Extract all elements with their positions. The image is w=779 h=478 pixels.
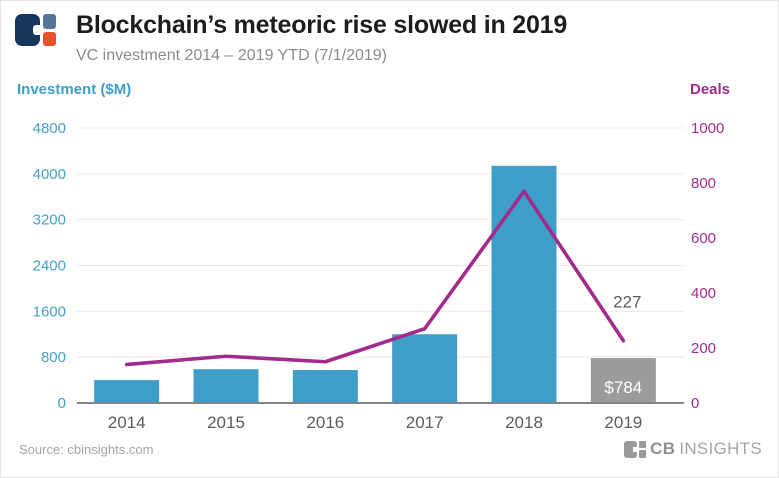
bar-2014 bbox=[94, 380, 160, 403]
brand-insights-text: INSIGHTS bbox=[679, 439, 762, 458]
x-label-2016: 2016 bbox=[306, 413, 344, 432]
right-tick-0: 0 bbox=[691, 395, 699, 412]
x-label-2015: 2015 bbox=[207, 413, 245, 432]
left-tick-3200: 3200 bbox=[33, 212, 66, 229]
cbinsights-logo-icon bbox=[15, 14, 57, 46]
x-label-2018: 2018 bbox=[505, 413, 543, 432]
bar-2019 bbox=[590, 358, 656, 403]
x-label-2017: 2017 bbox=[406, 413, 444, 432]
left-tick-0: 0 bbox=[58, 395, 66, 412]
mark-c-block bbox=[624, 440, 638, 458]
title-block: Blockchain’s meteoric rise slowed in 201… bbox=[76, 11, 567, 65]
annotation-deals-value: 227 bbox=[613, 293, 641, 312]
left-axis-title: Investment ($M) bbox=[17, 81, 132, 98]
mark-square-bottom bbox=[639, 450, 647, 458]
right-tick-400: 400 bbox=[691, 285, 716, 302]
mark-square-top bbox=[639, 440, 647, 448]
x-label-2019: 2019 bbox=[604, 413, 642, 432]
right-tick-200: 200 bbox=[691, 340, 716, 357]
cbinsights-mark-icon bbox=[624, 440, 647, 458]
bar-2016 bbox=[292, 370, 358, 403]
page-subtitle: VC investment 2014 – 2019 YTD (7/1/2019) bbox=[76, 46, 387, 64]
right-tick-1000: 1000 bbox=[691, 120, 724, 137]
logo-square-blue bbox=[43, 14, 56, 29]
logo-square-orange bbox=[43, 31, 56, 46]
left-tick-4000: 4000 bbox=[33, 166, 66, 183]
bar-2015 bbox=[193, 369, 259, 403]
deals-line bbox=[124, 189, 626, 367]
right-tick-600: 600 bbox=[691, 230, 716, 247]
source-text: Source: cbinsights.com bbox=[19, 442, 154, 457]
mark-squares bbox=[639, 440, 647, 458]
logo-c-block bbox=[15, 14, 40, 46]
left-tick-1600: 1600 bbox=[33, 303, 66, 320]
left-tick-800: 800 bbox=[41, 349, 66, 366]
brand-cb-text: CB bbox=[650, 439, 676, 458]
right-tick-800: 800 bbox=[691, 175, 716, 192]
right-axis-title: Deals bbox=[690, 81, 731, 98]
cbinsights-footer-logo: CB INSIGHTS bbox=[624, 439, 762, 459]
x-label-2014: 2014 bbox=[108, 413, 146, 432]
annotation-bar-value: $784 bbox=[604, 378, 642, 397]
bar-2018 bbox=[491, 165, 557, 403]
left-tick-4800: 4800 bbox=[33, 120, 66, 137]
header: Blockchain’s meteoric rise slowed in 201… bbox=[15, 11, 567, 65]
logo-squares bbox=[43, 14, 56, 46]
bar-2017 bbox=[392, 334, 458, 403]
left-tick-2400: 2400 bbox=[33, 258, 66, 275]
page-title: Blockchain’s meteoric rise slowed in 201… bbox=[76, 11, 568, 39]
